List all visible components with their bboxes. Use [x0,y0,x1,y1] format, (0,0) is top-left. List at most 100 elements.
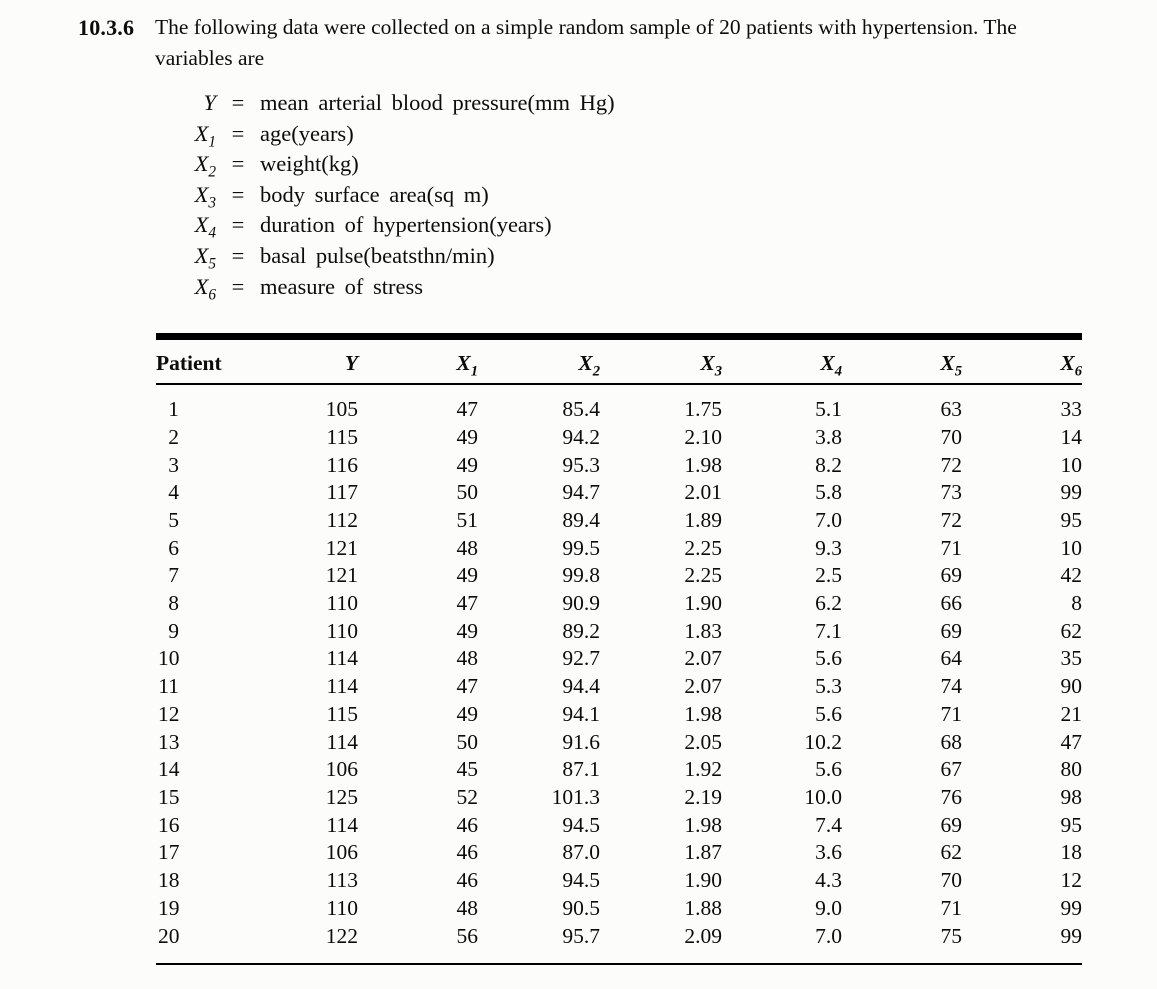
table-cell: 114 [326,674,358,699]
patient-cell: 14 [156,756,240,784]
statement-line-2: variables are [155,46,265,70]
patient-cell: 3 [156,452,240,480]
patient-number: 6 [168,535,179,560]
table-cell: 94.2 [562,424,600,449]
table-cell: 49 [456,563,479,588]
column-header-patient: Patient [156,336,240,386]
table-body: 1 105 47 85.4 1.75 5.1 63 33 2 115 49 94.2 2.10 3.8 70… [156,384,1082,964]
table-cell: 45 [456,757,479,782]
table-row: 12 115 49 94.1 1.98 5.6 71 21 [156,701,1082,729]
patient-cell: 9 [156,618,240,646]
table-cell: 72 [940,452,963,477]
table-cell: 71 [940,895,963,920]
table-cell: 2.09 [684,923,722,948]
table-cell: 7.1 [815,618,842,643]
table-cell: 1.98 [684,452,722,477]
table-row: 13 114 50 91.6 2.05 10.2 68 47 [156,729,1082,757]
table-cell: 4.3 [815,868,842,893]
table-cell: 5.6 [815,757,842,782]
patient-number: 13 [158,729,180,754]
table-cell: 89.4 [562,507,600,532]
patient-cell: 12 [156,701,240,729]
table-cell: 73 [940,480,963,505]
table-cell: 5.6 [815,646,842,671]
table-cell: 51 [456,507,479,532]
column-header-symbol: X2 [578,351,600,380]
problem-number: 10.3.6 [78,15,135,40]
table-row: 7 121 49 99.8 2.25 2.5 69 42 [156,562,1082,590]
table-cell: 48 [456,646,479,671]
table-row: 20 122 56 95.7 2.09 7.0 75 99 [156,923,1082,965]
patient-number: 16 [158,812,180,837]
table-cell: 75 [940,923,963,948]
table-cell: 42 [1060,563,1083,588]
equals-sign: = [231,90,245,115]
column-header-symbol: X6 [1060,351,1082,380]
table-row: 3 116 49 95.3 1.98 8.2 72 10 [156,452,1082,480]
table-cell: 116 [326,452,358,477]
patient-cell: 11 [156,673,240,701]
equals-sign: = [231,242,245,268]
patient-cell: 16 [156,812,240,840]
patient-cell: 19 [156,895,240,923]
patient-number: 8 [168,591,179,616]
table-cell: 106 [325,757,358,782]
patient-cell: 15 [156,784,240,812]
table-cell: 95 [1060,507,1083,532]
table-cell: 95 [1060,812,1083,837]
table-cell: 2.19 [684,785,722,809]
patient-number: 5 [168,507,179,532]
table-cell: 113 [326,868,358,893]
table-row: 16 114 46 94.5 1.98 7.4 69 95 [156,812,1082,840]
patient-number: 12 [158,701,180,726]
variable-symbol: Y [203,90,216,115]
table-cell: 114 [326,729,358,754]
column-header-symbol: Y [344,351,358,376]
table-row: 1 105 47 85.4 1.75 5.1 63 33 [156,384,1082,424]
patient-number: 2 [168,424,179,449]
table-row: 4 117 50 94.7 2.01 5.8 73 99 [156,479,1082,507]
table-cell: 10 [1060,535,1083,560]
table-cell: 1.83 [684,618,722,643]
table-header: Patient Y X1 X2 X3 X4 X5 X6 [156,336,1082,386]
table-cell: 114 [326,646,358,671]
table-cell: 18 [1060,840,1083,865]
table-row: 19 110 48 90.5 1.88 9.0 71 99 [156,895,1082,923]
table-cell: 71 [940,535,963,560]
table-cell: 76 [940,785,963,809]
table-cell: 2.01 [684,480,722,505]
patient-number: 10 [158,646,180,671]
table-cell: 63 [940,397,963,422]
patient-number: 19 [158,895,180,920]
table-cell: 94.7 [562,480,600,505]
table-cell: 9.3 [815,535,842,560]
patient-number: 15 [158,785,180,809]
table-cell: 67 [940,757,963,782]
table-cell: 1.90 [684,591,722,616]
table-cell: 90.9 [562,591,600,616]
patient-cell: 7 [156,562,240,590]
table-cell: 125 [325,785,358,809]
variable-definition-row: Y = mean arterial blood pressure(mm Hg) [166,88,1157,119]
patient-data-table: Patient Y X1 X2 X3 X4 X5 X6 1 105 47 85.4 1.75 5.1 63… [156,333,1082,966]
table-cell: 110 [326,895,358,920]
table-cell: 72 [940,507,963,532]
table-row: 11 114 47 94.4 2.07 5.3 74 90 [156,673,1082,701]
table-cell: 99 [1060,895,1083,920]
table-cell: 49 [456,424,479,449]
patient-number: 7 [168,563,179,588]
variable-symbol: X4 [194,212,216,242]
table-cell: 2.25 [684,563,722,588]
column-header-x5: X5 [842,336,962,386]
table-cell: 1.88 [684,895,722,920]
equals-sign: = [231,212,245,238]
patient-cell: 2 [156,424,240,452]
table-cell: 121 [325,535,358,560]
table-cell: 80 [1060,757,1083,782]
column-header-symbol: X3 [700,351,722,380]
table-cell: 69 [940,563,963,588]
patient-cell: 10 [156,645,240,673]
table-cell: 90 [1060,674,1083,699]
column-header-symbol: X5 [940,351,962,380]
